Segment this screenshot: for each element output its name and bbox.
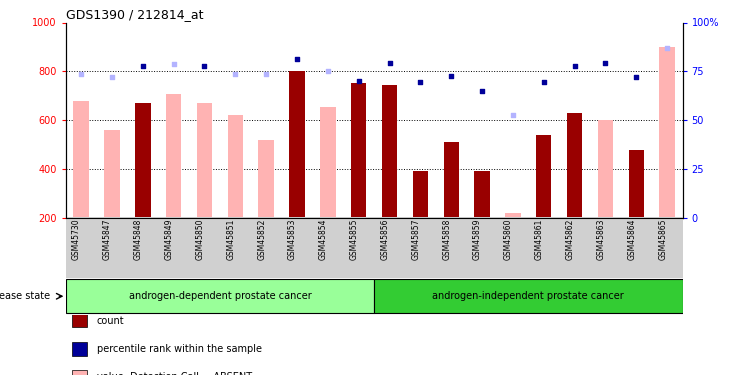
Text: GSM45854: GSM45854 xyxy=(319,219,328,260)
Text: GSM45851: GSM45851 xyxy=(226,219,235,260)
Text: GSM45861: GSM45861 xyxy=(535,219,544,260)
Point xyxy=(137,63,149,69)
Bar xyxy=(598,120,613,218)
Point xyxy=(322,68,334,74)
Text: value, Detection Call = ABSENT: value, Detection Call = ABSENT xyxy=(96,372,252,375)
FancyBboxPatch shape xyxy=(66,279,374,313)
Point xyxy=(199,63,210,69)
Text: count: count xyxy=(96,316,124,326)
Bar xyxy=(72,342,88,355)
Point xyxy=(445,73,457,79)
Bar xyxy=(444,142,459,218)
Point xyxy=(507,112,519,118)
Point xyxy=(631,74,642,80)
Bar xyxy=(228,115,243,218)
Bar xyxy=(258,140,274,218)
Point xyxy=(415,79,426,85)
Text: GSM45858: GSM45858 xyxy=(442,219,451,260)
FancyBboxPatch shape xyxy=(374,279,683,313)
Bar xyxy=(197,103,212,218)
Point xyxy=(75,70,87,77)
Text: GSM45850: GSM45850 xyxy=(196,219,204,260)
Text: GSM45730: GSM45730 xyxy=(72,219,81,260)
Bar xyxy=(72,314,88,327)
Bar xyxy=(72,370,88,375)
Bar xyxy=(505,213,520,217)
Point xyxy=(599,60,611,66)
Text: GSM45855: GSM45855 xyxy=(350,219,358,260)
Point xyxy=(538,79,550,85)
Text: GSM45859: GSM45859 xyxy=(473,219,482,260)
Point xyxy=(106,74,118,80)
Bar xyxy=(382,85,397,218)
Text: percentile rank within the sample: percentile rank within the sample xyxy=(96,344,261,354)
Text: GSM45863: GSM45863 xyxy=(596,219,605,260)
Point xyxy=(661,45,673,51)
Bar xyxy=(659,47,675,217)
Bar xyxy=(536,135,551,218)
Point xyxy=(476,88,488,94)
Text: GSM45849: GSM45849 xyxy=(165,219,174,260)
Point xyxy=(291,56,303,62)
Bar xyxy=(104,130,120,218)
Text: GSM45853: GSM45853 xyxy=(288,219,297,260)
Point xyxy=(384,60,396,66)
Text: GSM45847: GSM45847 xyxy=(103,219,112,260)
Bar xyxy=(351,84,366,218)
Text: androgen-independent prostate cancer: androgen-independent prostate cancer xyxy=(432,291,624,301)
Bar xyxy=(474,171,490,217)
Text: GSM45862: GSM45862 xyxy=(566,219,575,260)
Bar xyxy=(629,150,644,217)
Point xyxy=(569,63,580,69)
Text: androgen-dependent prostate cancer: androgen-dependent prostate cancer xyxy=(128,291,311,301)
Text: GDS1390 / 212814_at: GDS1390 / 212814_at xyxy=(66,8,203,21)
Text: GSM45860: GSM45860 xyxy=(504,219,513,260)
Text: disease state: disease state xyxy=(0,291,50,301)
Text: GSM45852: GSM45852 xyxy=(257,219,266,260)
Text: GSM45857: GSM45857 xyxy=(412,219,420,260)
Text: GSM45865: GSM45865 xyxy=(658,219,667,260)
Bar xyxy=(289,71,304,217)
Text: GSM45856: GSM45856 xyxy=(380,219,390,260)
Bar xyxy=(320,106,336,218)
Point xyxy=(229,70,241,77)
Point xyxy=(353,78,364,84)
Bar xyxy=(74,100,89,218)
Bar xyxy=(166,94,181,218)
Text: GSM45864: GSM45864 xyxy=(627,219,637,260)
Bar xyxy=(567,112,583,218)
Point xyxy=(168,61,180,67)
Bar xyxy=(412,171,428,217)
Text: GSM45848: GSM45848 xyxy=(134,219,143,260)
Point xyxy=(261,70,272,77)
Bar xyxy=(135,103,150,218)
